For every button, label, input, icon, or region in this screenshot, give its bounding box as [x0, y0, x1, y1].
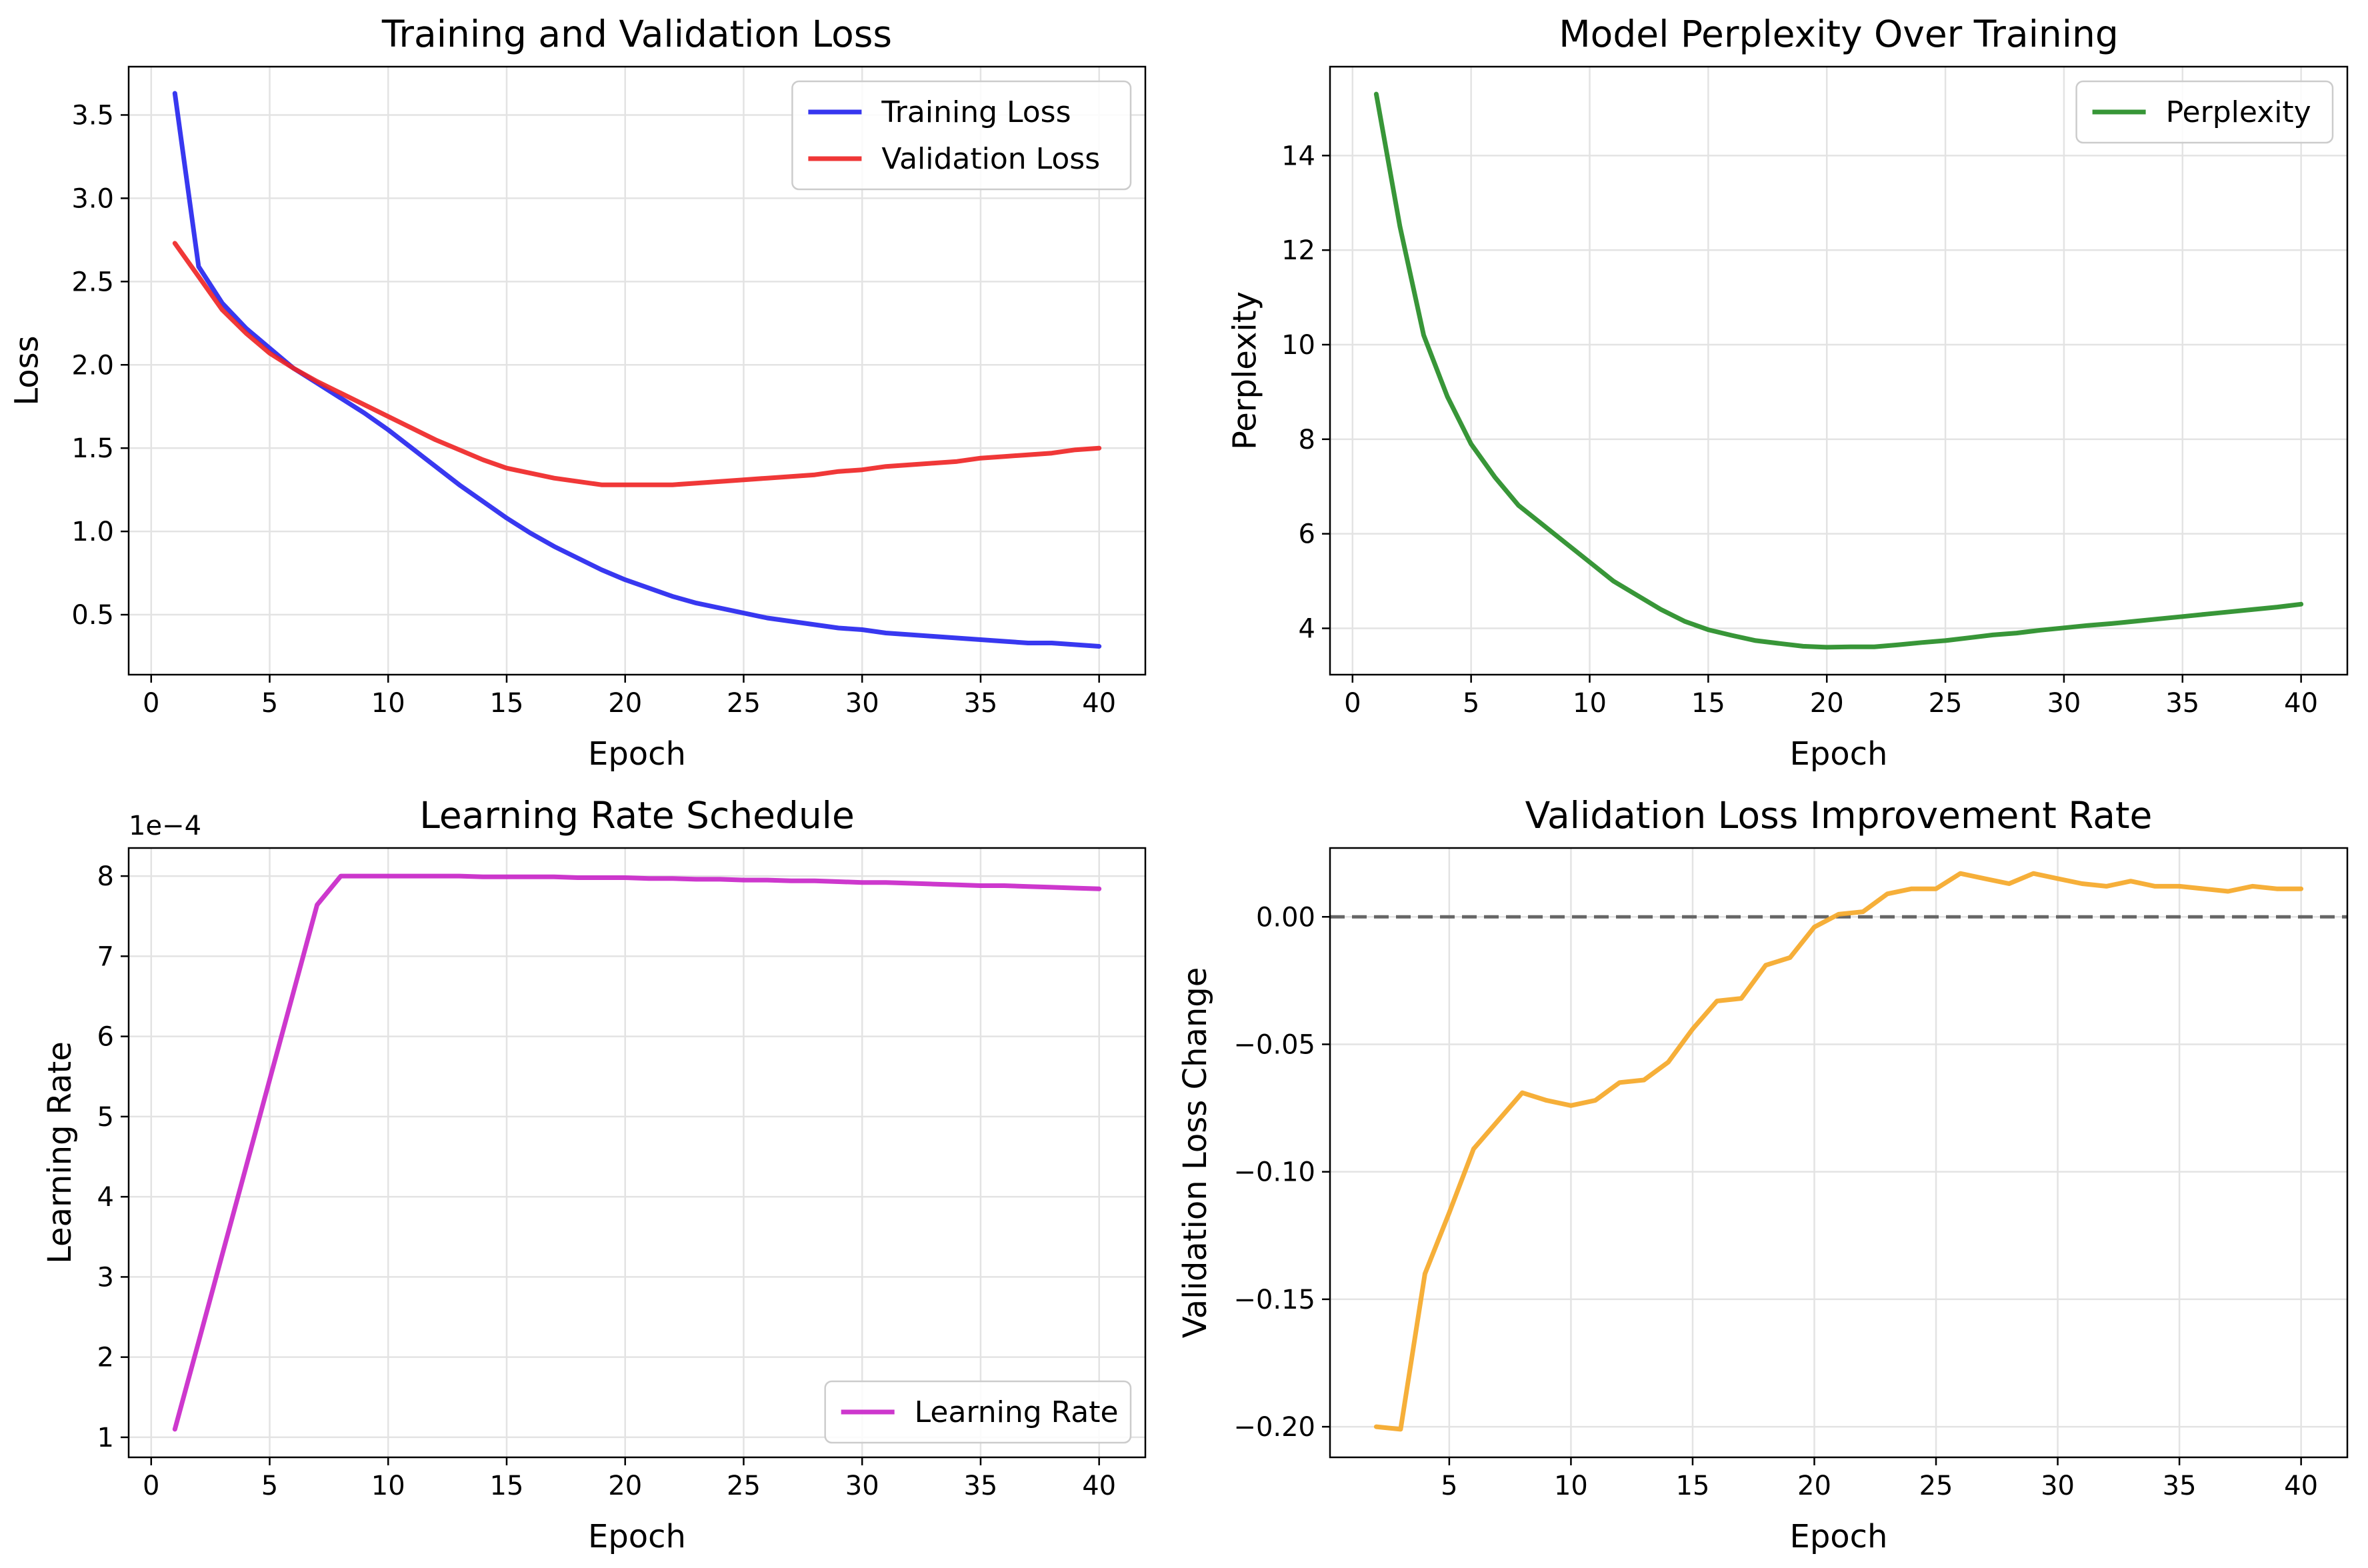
x-tick-label: 40 — [1082, 688, 1116, 719]
y-tick-label: 5 — [97, 1102, 114, 1133]
x-tick-label: 40 — [1082, 1471, 1116, 1501]
y-tick-label: 7 — [97, 941, 114, 972]
y-tick-label: 3 — [97, 1262, 114, 1293]
y-axis-label: Loss — [9, 335, 46, 405]
chart-2: 0 5 10 15 20 25 30 35 40 4 6 8 10 12 14 Model Perplexit… — [1226, 13, 2349, 773]
y-tick-label: 1.5 — [71, 433, 114, 464]
x-tick-label: 35 — [963, 1471, 997, 1501]
y-axis-label: Perplexity — [1226, 291, 1263, 450]
x-tick-label: 10 — [1573, 688, 1607, 719]
x-tick-label: 20 — [608, 688, 642, 719]
y-tick-label: 0.00 — [1256, 902, 1315, 933]
legend: Learning Rate — [824, 1380, 1132, 1444]
x-tick-label: 40 — [2284, 1471, 2318, 1501]
legend-box — [791, 80, 1132, 191]
legend-box — [2075, 80, 2334, 144]
x-tick-label: 35 — [2163, 1471, 2197, 1501]
x-tick-label: 35 — [2165, 688, 2199, 719]
legend-label: Perplexity — [2166, 95, 2311, 129]
x-tick-label: 10 — [371, 688, 405, 719]
legend: Perplexity — [2075, 80, 2334, 144]
x-axis-label: Epoch — [1790, 1518, 1888, 1555]
y-tick-label: 1.0 — [71, 517, 114, 547]
x-tick-label: 20 — [1797, 1471, 1831, 1501]
x-tick-label: 0 — [143, 688, 159, 719]
x-tick-label: 30 — [2047, 688, 2081, 719]
x-tick-label: 5 — [1441, 1471, 1457, 1501]
x-tick-label: 30 — [2041, 1471, 2075, 1501]
legend-label: Learning Rate — [915, 1395, 1119, 1429]
legend-label: Validation Loss — [881, 142, 1100, 176]
x-tick-label: 30 — [845, 1471, 879, 1501]
x-tick-label: 0 — [1344, 688, 1361, 719]
series-line-training-loss — [172, 91, 1102, 649]
y-axis-label: Learning Rate — [41, 1041, 79, 1264]
y-tick-label: 3.0 — [71, 183, 114, 214]
y-tick-label: 2.0 — [71, 350, 114, 381]
y-tick-label: 3.5 — [71, 100, 114, 131]
x-tick-label: 35 — [963, 688, 997, 719]
series-line-validation-loss — [172, 241, 1102, 487]
x-tick-label: 20 — [1810, 688, 1844, 719]
y-tick-label: −0.20 — [1233, 1412, 1315, 1443]
legend: Training Loss Validation Loss — [791, 80, 1132, 191]
chart-title: Learning Rate Schedule — [419, 794, 855, 837]
y-tick-label: 1 — [97, 1423, 114, 1453]
chart-1: 0 5 10 15 20 25 30 35 40 0.5 1.0 1.5 2.0 2.5 3.0 3.5 Tra… — [9, 13, 1147, 773]
legend-label: Training Loss — [881, 95, 1071, 129]
axes-frame — [1329, 847, 2349, 1459]
y-axis-label: Validation Loss Change — [1177, 967, 1214, 1339]
chart-3: 0 5 10 15 20 25 30 35 40 1 2 3 4 5 6 7 8 Learning Rate Sc… — [41, 794, 1147, 1555]
y-tick-label: 2 — [97, 1343, 114, 1373]
y-tick-label: 2.5 — [71, 267, 114, 297]
x-tick-label: 15 — [1691, 688, 1725, 719]
x-tick-label: 40 — [2284, 688, 2318, 719]
y-tick-label: 10 — [1281, 330, 1315, 361]
x-tick-label: 0 — [143, 1471, 159, 1501]
x-axis-label: Epoch — [1790, 735, 1888, 773]
y-tick-label: 4 — [97, 1182, 114, 1213]
x-tick-label: 5 — [261, 688, 278, 719]
x-tick-label: 25 — [1929, 688, 1963, 719]
y-tick-label: 8 — [1299, 425, 1315, 455]
x-tick-label: 10 — [371, 1471, 405, 1501]
x-tick-label: 5 — [261, 1471, 278, 1501]
x-tick-label: 10 — [1554, 1471, 1588, 1501]
axes-frame — [1329, 65, 2349, 676]
y-tick-label: −0.05 — [1233, 1029, 1315, 1060]
y-tick-label: 14 — [1281, 141, 1315, 171]
chart-title: Validation Loss Improvement Rate — [1525, 794, 2153, 837]
series-line-learning-rate — [172, 873, 1102, 1432]
y-tick-label: 8 — [97, 861, 114, 892]
x-tick-label: 20 — [608, 1471, 642, 1501]
chart-title: Training and Validation Loss — [381, 13, 892, 55]
series-line-perplexity — [1373, 91, 2304, 650]
x-tick-label: 25 — [727, 1471, 761, 1501]
y-axis-offset-label: 1e−4 — [129, 811, 201, 841]
legend-box — [824, 1380, 1132, 1444]
x-tick-label: 5 — [1463, 688, 1479, 719]
axes-frame — [127, 65, 1147, 676]
x-axis-label: Epoch — [588, 735, 686, 773]
y-tick-label: 4 — [1299, 614, 1315, 645]
x-tick-label: 25 — [727, 688, 761, 719]
y-tick-label: 12 — [1281, 235, 1315, 266]
y-tick-label: −0.10 — [1233, 1157, 1315, 1188]
x-tick-label: 15 — [490, 688, 524, 719]
series-line-improvement-rate — [1373, 871, 2304, 1432]
y-tick-label: 0.5 — [71, 600, 114, 631]
y-tick-label: 6 — [1299, 519, 1315, 550]
y-tick-label: 6 — [97, 1022, 114, 1053]
x-axis-label: Epoch — [588, 1518, 686, 1555]
x-tick-label: 15 — [1676, 1471, 1710, 1501]
x-tick-label: 25 — [1919, 1471, 1953, 1501]
y-tick-label: −0.15 — [1233, 1285, 1315, 1315]
chart-4: 5 10 15 20 25 30 35 40 −0.20 −0.15 −0.10 −0.05 0.00 V… — [1177, 794, 2349, 1555]
x-tick-label: 15 — [490, 1471, 524, 1501]
x-tick-label: 30 — [845, 688, 879, 719]
chart-title: Model Perplexity Over Training — [1559, 13, 2119, 55]
axes-frame — [127, 847, 1147, 1459]
